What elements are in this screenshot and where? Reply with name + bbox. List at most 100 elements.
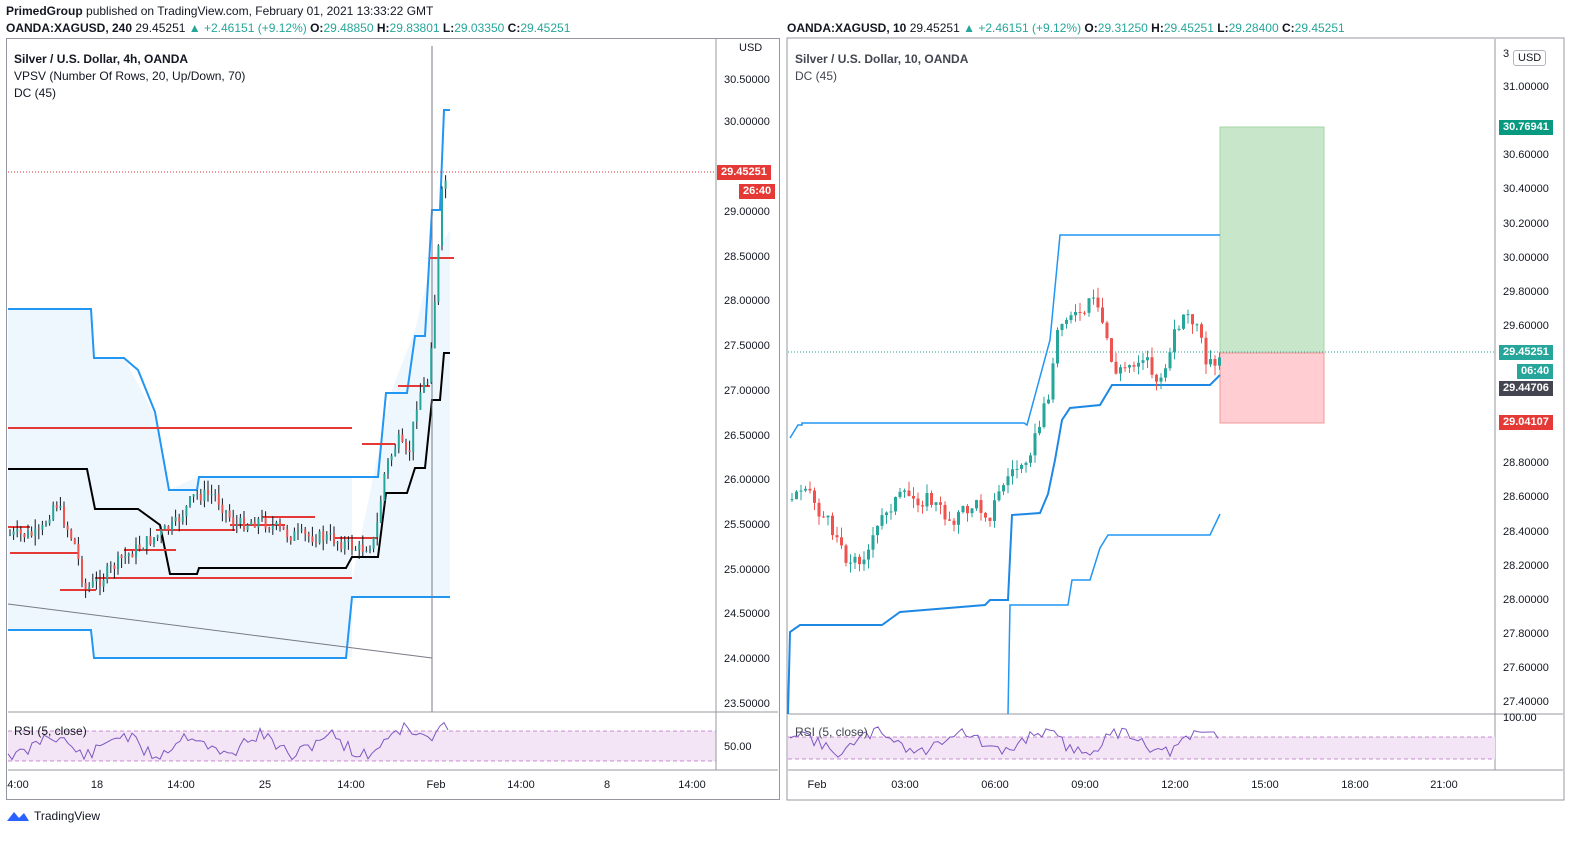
tradingview-footer[interactable]: TradingView	[6, 809, 100, 823]
right-x-tick: 09:00	[1071, 779, 1099, 791]
left-candle-body	[444, 180, 447, 189]
right-candle-body	[880, 515, 884, 526]
right-stop-badge: 29.04107	[1499, 415, 1553, 430]
left-candle-body	[102, 579, 105, 587]
left-y-tick: 23.50000	[724, 698, 770, 710]
left-x-tick: 14:00	[507, 779, 535, 791]
right-candle-body	[840, 537, 843, 546]
right-legend-dc[interactable]: DC (45)	[795, 69, 838, 83]
right-candle-body	[1078, 311, 1082, 313]
right-price-badge: 29.45251	[1499, 345, 1553, 360]
right-y-tick: 31.00000	[1503, 81, 1549, 93]
right-candle-body	[1087, 298, 1091, 313]
right-dc-mid	[787, 374, 1221, 715]
left-candle-body	[73, 538, 76, 544]
left-candle-body	[106, 566, 109, 580]
left-y-tick: 25.00000	[724, 564, 770, 576]
left-candle-body	[203, 489, 206, 501]
left-candle-body	[426, 382, 429, 384]
left-candle-body	[264, 517, 267, 529]
left-candle-body	[243, 517, 245, 531]
left-legend-title[interactable]: Silver / U.S. Dollar, 4h, OANDA	[14, 52, 189, 66]
right-candle-body	[1065, 320, 1068, 324]
right-y-tick: 30.00000	[1503, 252, 1549, 264]
right-candle-body	[898, 491, 902, 497]
right-candle-body	[916, 498, 920, 506]
left-candle-body	[37, 528, 40, 530]
right-candle-body	[1092, 297, 1095, 299]
right-currency-button[interactable]: USD	[1513, 50, 1547, 66]
left-candle-body	[246, 524, 249, 531]
right-candle-body	[1006, 476, 1010, 486]
left-candle-body	[30, 531, 33, 536]
left-high: 29.83801	[389, 21, 440, 35]
right-candle-body	[871, 535, 875, 550]
right-candle-body	[1033, 433, 1037, 456]
right-y-tick: 30.60000	[1503, 149, 1549, 161]
left-candle-body	[275, 522, 278, 526]
right-symbol-line: OANDA:XAGUSD, 10 29.45251 ▲ +2.46151 (+9…	[787, 21, 1345, 35]
right-candle-body	[1146, 357, 1149, 361]
publish-info: published on TradingView.com, February 0…	[86, 4, 434, 18]
left-dc-upper-2	[352, 109, 450, 478]
right-candle-body	[1164, 368, 1167, 378]
left-candle-body	[397, 434, 400, 449]
right-rsi-legend[interactable]: RSI (5, close)	[795, 725, 868, 739]
right-candle-body	[844, 545, 848, 563]
left-close: 29.45251	[520, 21, 571, 35]
left-candle-body	[235, 523, 238, 526]
right-y-tick: 27.60000	[1503, 662, 1549, 674]
left-candle-body	[135, 544, 137, 558]
right-candle-body	[1069, 315, 1073, 321]
left-rsi-band	[8, 731, 716, 761]
right-candle-body	[993, 500, 996, 522]
right-dc-upper	[789, 234, 1220, 439]
right-candle-body	[1083, 312, 1086, 314]
left-candle-body	[131, 553, 134, 558]
left-legend-dc[interactable]: DC (45)	[14, 86, 57, 100]
left-candle-body	[19, 529, 22, 534]
left-price-badge: 29.45251	[717, 165, 771, 180]
right-x-tick: 21:00	[1430, 779, 1458, 791]
left-legend-vpsv[interactable]: VPSV (Number Of Rows, 20, Up/Down, 70)	[14, 69, 246, 83]
left-candle-body	[430, 348, 433, 383]
right-candle-body	[1101, 307, 1104, 323]
right-candle-body	[853, 556, 857, 563]
left-legend: Silver / U.S. Dollar, 4h, OANDA VPSV (Nu…	[14, 51, 245, 102]
left-candle-body	[142, 549, 145, 551]
left-candle-body	[333, 533, 335, 544]
left-rsi-legend[interactable]: RSI (5, close)	[14, 724, 87, 738]
left-candle-body	[55, 504, 58, 508]
left-candle-body	[163, 526, 166, 530]
right-y-tick: 30.20000	[1503, 218, 1549, 230]
right-candle-body	[925, 493, 929, 507]
left-x-tick: 18	[90, 779, 104, 791]
right-candle-body	[1096, 297, 1100, 308]
left-candle-body	[415, 409, 418, 422]
left-candle-body	[99, 579, 101, 587]
left-candle-body	[347, 540, 350, 542]
left-trendline	[7, 603, 433, 659]
left-candle-body	[315, 542, 317, 544]
right-candle-body	[862, 559, 866, 565]
left-low: 29.03350	[454, 21, 505, 35]
left-candle-body	[23, 533, 26, 538]
left-rsi-tick: 50.00	[724, 741, 752, 753]
right-candle-body	[1168, 352, 1172, 369]
left-candle-body	[124, 555, 127, 559]
left-candle-body	[268, 528, 271, 530]
right-candle-body	[876, 525, 879, 536]
left-candle-body	[109, 565, 112, 567]
right-low: 29.28400	[1228, 21, 1279, 35]
left-candle-body	[441, 188, 443, 246]
right-target-badge: 30.76941	[1499, 120, 1553, 135]
tradingview-logo-icon	[7, 812, 29, 821]
right-legend-title[interactable]: Silver / U.S. Dollar, 10, OANDA	[795, 52, 969, 66]
left-candle-body	[408, 450, 411, 452]
left-candle-body	[239, 517, 242, 524]
right-candle-body	[921, 505, 924, 507]
left-candle-body	[77, 543, 80, 560]
author-name[interactable]: PrimedGroup	[6, 4, 83, 18]
right-candle-body	[1114, 361, 1118, 374]
